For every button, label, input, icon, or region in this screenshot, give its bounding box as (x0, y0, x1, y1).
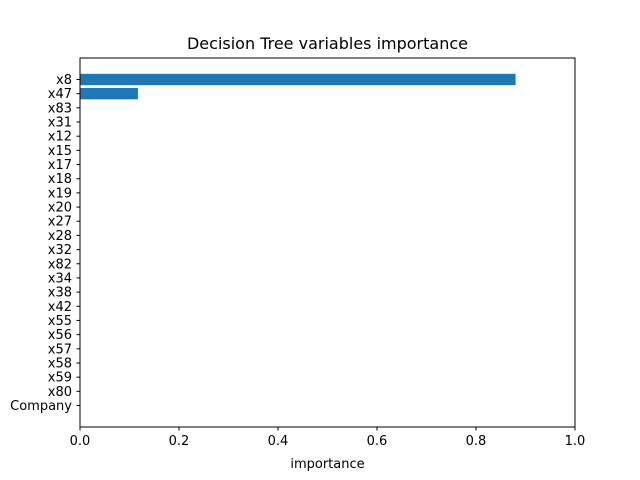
bar-x8 (80, 73, 516, 86)
bars-layer (80, 73, 516, 100)
y-tick-label: x20 (48, 201, 72, 216)
y-tick-label: x83 (48, 101, 72, 116)
y-tick-label: x47 (48, 87, 72, 102)
y-tick-label: x15 (48, 144, 72, 159)
y-tick-label: x12 (48, 130, 72, 145)
x-tick-label: 0.6 (367, 434, 388, 449)
y-tick-label: x18 (48, 172, 72, 187)
x-tick-label: 1.0 (565, 434, 586, 449)
y-tick-label: x59 (48, 371, 72, 386)
y-tick-label: x58 (48, 356, 72, 371)
y-tick-label: x32 (48, 243, 72, 258)
y-tick-label: Company (10, 399, 72, 414)
y-tick-label: x19 (48, 186, 72, 201)
y-tick-label: x28 (48, 229, 72, 244)
y-tick-label: x55 (48, 314, 72, 329)
y-tick-label: x34 (48, 271, 72, 286)
y-tick-label: x38 (48, 286, 72, 301)
y-tick-label: x8 (56, 73, 72, 88)
x-tick-label: 0.4 (268, 434, 289, 449)
y-tick-label: x42 (48, 300, 72, 315)
x-axis: 0.0 0.2 0.4 0.6 0.8 1.0 (70, 427, 586, 449)
x-tick-label: 0.2 (169, 434, 190, 449)
y-tick-label: x31 (48, 116, 72, 131)
x-tick-label: 0.0 (70, 434, 91, 449)
x-axis-label: importance (290, 457, 364, 472)
y-tick-label: x56 (48, 328, 72, 343)
y-tick-label: x80 (48, 385, 72, 400)
chart-title: Decision Tree variables importance (187, 34, 468, 53)
x-tick-label: 0.8 (466, 434, 487, 449)
plot-area-frame (79, 57, 576, 428)
y-tick-label: x57 (48, 342, 72, 357)
y-tick-label: x27 (48, 215, 72, 230)
y-tick-label: x17 (48, 158, 72, 173)
y-axis: x8x47x83x31x12x15x17x18x19x20x27x28x32x8… (10, 73, 80, 414)
y-tick-label: x82 (48, 257, 72, 272)
bar-x47 (80, 88, 138, 100)
